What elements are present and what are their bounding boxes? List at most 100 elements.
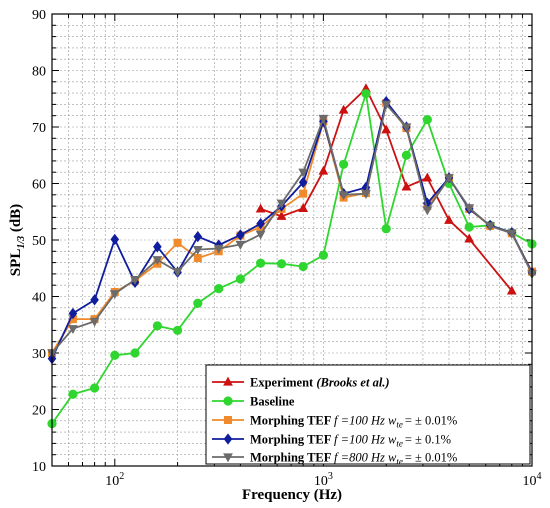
data-point: [256, 258, 266, 268]
y-axis-title: SPL1/3 (dB): [8, 204, 27, 276]
legend-swatch-marker: [223, 396, 233, 406]
data-point: [485, 222, 496, 232]
data-point: [276, 199, 287, 209]
data-point: [464, 222, 474, 232]
series-line: [51, 102, 533, 354]
plot-frame: [51, 13, 533, 467]
legend-label: Morphing TEF f =800 Hz wte = ± 0.01%: [250, 451, 457, 467]
data-point: [110, 350, 120, 360]
legend-label: Baseline: [250, 395, 295, 409]
y-tick-label: 40: [32, 291, 46, 306]
data-point: [422, 115, 432, 125]
data-point: [506, 285, 517, 295]
series-1: [47, 89, 537, 429]
data-point: [68, 307, 78, 320]
data-point: [235, 240, 246, 250]
data-point: [68, 325, 78, 335]
data-point: [213, 244, 224, 254]
data-point: [339, 159, 349, 169]
y-axis-title-main: SPL: [8, 249, 24, 277]
series-0: [255, 83, 517, 295]
y-tick-label: 30: [32, 347, 46, 362]
data-point: [401, 123, 412, 133]
y-tick-label: 50: [32, 234, 46, 249]
data-point: [68, 389, 78, 399]
data-point: [193, 230, 203, 243]
data-point: [298, 176, 308, 189]
legend-item: Morphing TEF f =100 Hz wte = ± 0.1%: [212, 433, 451, 449]
data-point: [90, 294, 99, 306]
data-point: [173, 238, 182, 247]
legend-label: Morphing TEF f =100 Hz wte = ± 0.01%: [250, 414, 457, 430]
series-line: [51, 101, 533, 354]
data-point: [236, 229, 245, 241]
data-point: [422, 172, 433, 182]
legend-swatch-marker: [223, 433, 233, 445]
y-tick-label: 70: [32, 121, 46, 136]
data-point: [172, 268, 183, 277]
data-point: [401, 150, 412, 160]
data-point: [298, 168, 309, 178]
legend-label: Morphing TEF f =100 Hz wte = ± 0.1%: [250, 433, 451, 449]
legend-label: Experiment (Brooks et al.): [250, 376, 390, 390]
y-tick-label: 80: [32, 65, 46, 80]
data-point: [361, 89, 371, 99]
x-tick-label: 104: [523, 471, 542, 489]
data-point: [256, 217, 265, 230]
x-axis-title: Frequency (Hz): [242, 487, 342, 503]
data-point: [130, 275, 140, 285]
data-point: [361, 190, 371, 200]
data-point: [255, 230, 266, 240]
legend-item: Baseline: [212, 395, 295, 409]
data-point: [172, 325, 183, 335]
data-point: [192, 246, 203, 255]
y-tick-label: 90: [32, 8, 46, 23]
legend-item: Morphing TEF f =800 Hz wte = ± 0.01%: [212, 451, 457, 467]
legend-item: Morphing TEF f =100 Hz wte = ± 0.01%: [212, 414, 457, 430]
data-point: [214, 283, 224, 294]
data-point: [401, 181, 412, 191]
data-point: [318, 250, 328, 260]
y-axis-title-unit: (dB): [8, 204, 24, 236]
data-point: [464, 204, 475, 214]
data-point: [381, 100, 392, 110]
data-point: [506, 229, 517, 239]
y-tick-label: 10: [32, 460, 46, 475]
data-point: [444, 214, 454, 224]
tick-labels: 10 20 30 40 50 60 70 80 90 102 103 104: [32, 8, 542, 489]
legend: Experiment (Brooks et al.) Baseline Morphi…: [205, 364, 531, 467]
data-point: [298, 203, 309, 212]
data-point: [338, 104, 349, 114]
x-tick-label: 103: [314, 471, 333, 489]
data-point: [235, 274, 245, 284]
data-point: [130, 348, 140, 358]
data-point: [89, 317, 100, 327]
data-point: [109, 290, 120, 300]
data-point: [299, 189, 308, 198]
data-point: [381, 124, 392, 134]
data-point: [318, 114, 329, 124]
data-point: [381, 224, 391, 234]
data-point: [152, 321, 162, 331]
data-point: [422, 206, 433, 216]
data-point: [444, 174, 454, 184]
data-point: [464, 233, 475, 243]
data-point: [298, 261, 308, 272]
data-point: [276, 210, 287, 220]
data-point: [338, 191, 349, 201]
x-tick-label: 102: [105, 471, 124, 489]
legend-swatch-marker: [223, 376, 233, 386]
y-axis-title-sub: 1/3: [16, 236, 27, 249]
data-point: [152, 256, 163, 266]
data-point: [110, 233, 120, 246]
legend-item: Experiment (Brooks et al.): [212, 376, 390, 390]
legend-swatch-marker: [223, 415, 232, 424]
data-point: [255, 203, 266, 213]
data-point: [193, 298, 203, 308]
data-point: [318, 165, 329, 175]
y-tick-label: 20: [32, 404, 46, 419]
series-3: [47, 95, 537, 365]
data-point: [153, 241, 162, 253]
data-point: [89, 383, 100, 393]
